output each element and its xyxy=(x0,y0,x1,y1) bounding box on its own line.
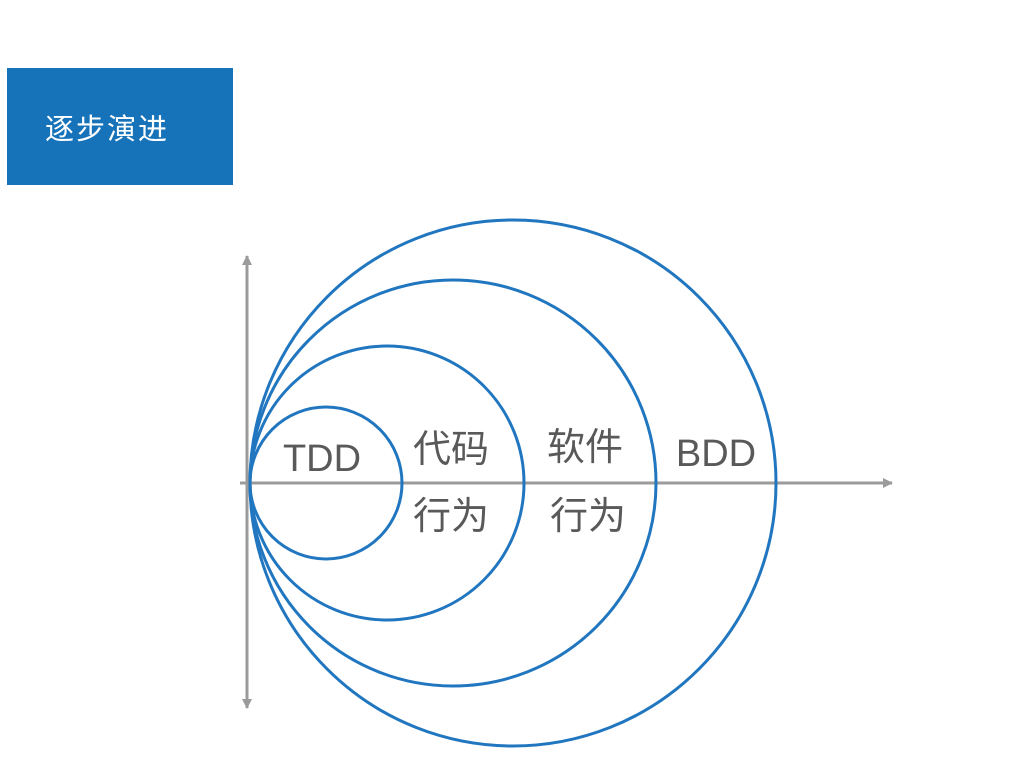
label-software-behavior-line2: 行为 xyxy=(550,496,626,538)
label-code-behavior-line1: 代码 xyxy=(413,429,489,471)
slide-title: 逐步演进 xyxy=(45,113,170,146)
title-badge: 逐步演进 xyxy=(7,68,233,185)
ring-tdd xyxy=(248,405,404,561)
label-code-behavior-line2: 行为 xyxy=(413,496,489,538)
label-software-behavior-line1: 软件 xyxy=(547,427,623,469)
label-bdd: BDD xyxy=(676,433,756,475)
label-tdd: TDD xyxy=(283,438,361,480)
